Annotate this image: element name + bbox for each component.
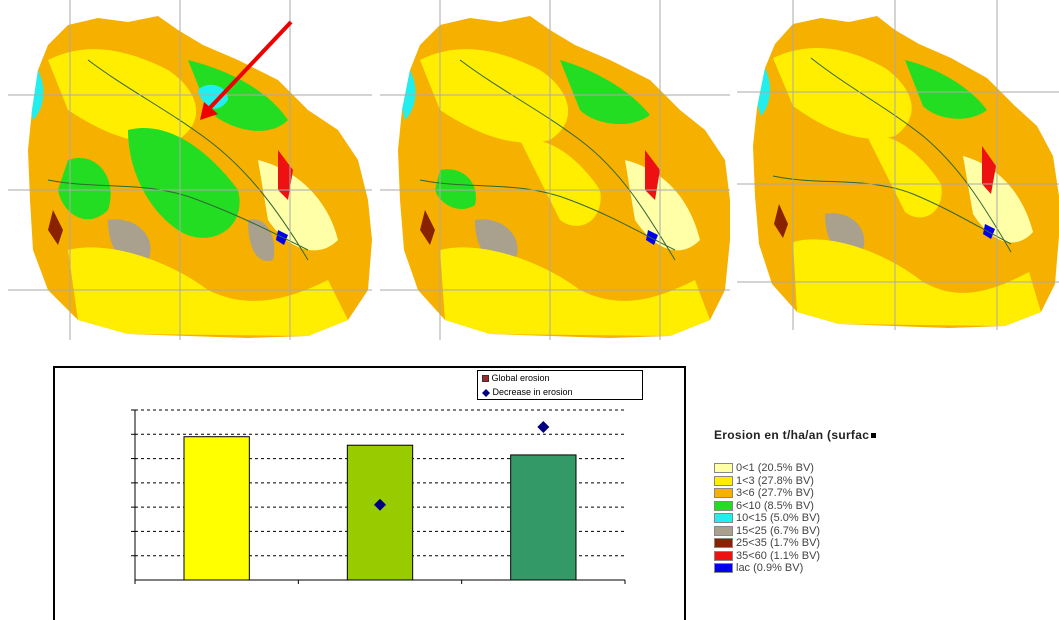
legend-item: lac (0.9% BV) xyxy=(714,562,1054,575)
legend-item: 10<15 (5.0% BV) xyxy=(714,512,1054,525)
decrease-point xyxy=(374,498,386,511)
legend-label: 1<3 (27.8% BV) xyxy=(736,474,814,487)
chart-plot xyxy=(131,409,626,584)
bar xyxy=(183,436,250,581)
legend-label: lac (0.9% BV) xyxy=(736,562,804,575)
erosion-map-3 xyxy=(737,0,1059,330)
legend-swatch xyxy=(714,563,733,574)
erosion-legend-title: Erosion en t/ha/an (surfac xyxy=(714,428,1054,442)
legend-swatch xyxy=(714,513,733,524)
legend-item: 0<1 (20.5% BV) xyxy=(714,462,1054,475)
erosion-map-1 xyxy=(8,0,372,340)
legend-label: 35<60 (1.1% BV) xyxy=(736,549,821,562)
legend-item: 25<35 (1.7% BV) xyxy=(714,537,1054,550)
legend-item: 3<6 (27.7% BV) xyxy=(714,487,1054,500)
bar xyxy=(346,444,414,581)
legend-swatch xyxy=(714,538,733,549)
decrease-point xyxy=(537,421,550,433)
legend-swatch xyxy=(714,488,733,499)
chart-legend-label-decrease: Decrease in erosion xyxy=(492,387,573,397)
legend-swatch xyxy=(714,463,733,474)
chart-legend: Global erosion Decrease in erosion xyxy=(477,370,643,400)
decrease-erosion-legend-marker xyxy=(482,388,490,397)
chart-legend-item-decrease: Decrease in erosion xyxy=(482,385,642,399)
legend-item: 1<3 (27.8% BV) xyxy=(714,475,1054,488)
legend-label: 0<1 (20.5% BV) xyxy=(736,462,814,475)
bar xyxy=(510,454,577,581)
chart-legend-label-global: Global erosion xyxy=(491,373,550,383)
erosion-legend: Erosion en t/ha/an (surfac 0<1 (20.5% BV… xyxy=(714,428,1054,575)
legend-swatch xyxy=(714,550,733,561)
global-erosion-legend-swatch xyxy=(482,375,489,383)
erosion-bar-chart: Global erosion Decrease in erosion xyxy=(53,366,686,620)
legend-item: 35<60 (1.1% BV) xyxy=(714,550,1054,563)
erosion-legend-items: 0<1 (20.5% BV) 1<3 (27.8% BV) 3<6 (27.7% B… xyxy=(714,462,1054,575)
legend-item: 6<10 (8.5% BV) xyxy=(714,500,1054,513)
erosion-map-2 xyxy=(380,0,730,340)
legend-label: 6<10 (8.5% BV) xyxy=(736,499,814,512)
legend-item: 15<25 (6.7% BV) xyxy=(714,525,1054,538)
legend-swatch xyxy=(714,475,733,486)
chart-legend-item-global: Global erosion xyxy=(482,371,642,385)
legend-swatch xyxy=(714,500,733,511)
legend-label: 15<25 (6.7% BV) xyxy=(736,524,821,537)
legend-label: 25<35 (1.7% BV) xyxy=(736,537,821,550)
legend-label: 10<15 (5.0% BV) xyxy=(736,512,821,525)
legend-swatch xyxy=(714,525,733,536)
title-end-marker xyxy=(871,433,877,439)
pointer-arrow xyxy=(200,20,293,120)
legend-label: 3<6 (27.7% BV) xyxy=(736,487,814,500)
